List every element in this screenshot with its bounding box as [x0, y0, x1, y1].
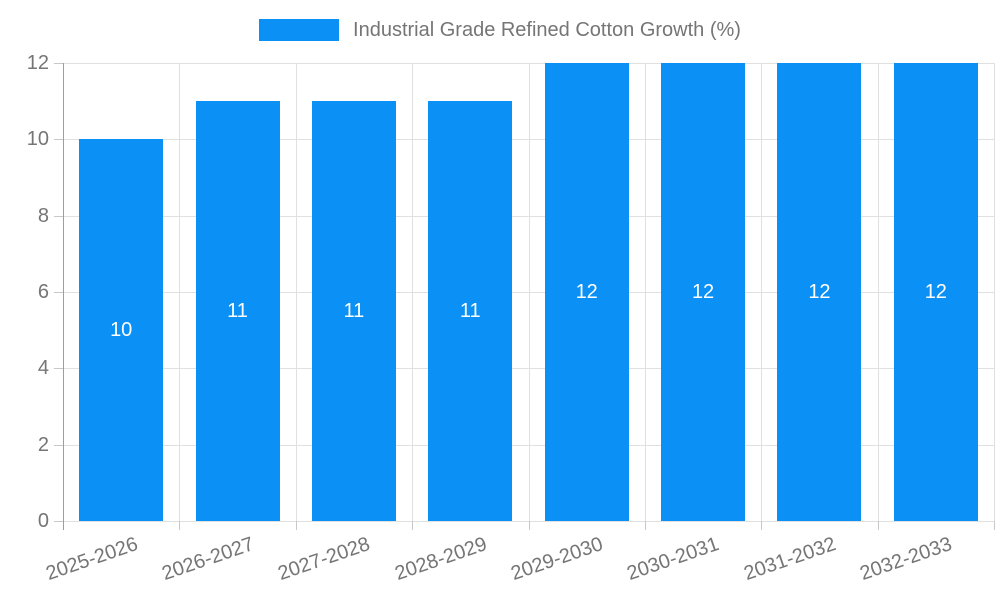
- bar-2029-2030[interactable]: 12: [544, 63, 629, 521]
- gridline-vertical: [994, 63, 995, 521]
- y-tick-mark: [54, 368, 63, 370]
- gridline-vertical: [528, 63, 530, 521]
- gridline-vertical: [644, 63, 646, 521]
- x-tick-label: 2027-2028: [275, 533, 374, 585]
- gridline-vertical: [412, 63, 414, 521]
- bar-2032-2033[interactable]: 12: [893, 63, 978, 521]
- x-axis-labels: 2025-2026 2026-2027 2027-2028 2028-2029 2029…: [43, 521, 994, 600]
- bar-value-label: 12: [924, 281, 947, 303]
- bar-value-label: 12: [691, 281, 715, 303]
- x-tick-mark: [179, 521, 181, 530]
- bar-value-label: 11: [459, 300, 481, 323]
- x-tick-mark: [644, 521, 646, 530]
- x-tick-mark: [877, 521, 879, 530]
- x-tick-mark: [412, 521, 414, 530]
- x-tick-label: 2025-2026: [42, 533, 141, 585]
- y-tick-label: 2: [37, 433, 49, 456]
- y-tick-label: 12: [26, 52, 49, 74]
- y-tick-label: 0: [37, 510, 49, 532]
- bar-value-label: 12: [575, 281, 598, 303]
- x-tick-label: 2031-2032: [740, 533, 839, 585]
- bar-2030-2031[interactable]: 12: [661, 63, 746, 521]
- plot-area: 10 11 11 11 12 12 12 12: [54, 63, 995, 530]
- bar-value-label: 10: [110, 319, 133, 342]
- x-tick-mark: [528, 521, 530, 530]
- y-axis-line: [63, 63, 64, 530]
- y-tick-label: 4: [37, 357, 49, 380]
- bar-2027-2028[interactable]: 11: [311, 101, 396, 521]
- x-tick-label: 2029-2030: [508, 533, 606, 585]
- x-tick-mark: [994, 521, 995, 530]
- x-tick-label: 2030-2031: [624, 533, 723, 585]
- y-tick-mark: [54, 444, 63, 446]
- y-tick-mark: [54, 139, 63, 141]
- legend-label: Industrial Grade Refined Cotton Growth (…: [353, 19, 741, 41]
- y-tick-mark: [54, 292, 63, 293]
- x-tick-mark: [761, 521, 763, 530]
- x-tick-label: 2026-2027: [159, 533, 257, 585]
- bar-2028-2029[interactable]: 11: [428, 101, 513, 521]
- x-tick-mark: [295, 521, 297, 530]
- bar-2025-2026[interactable]: 10: [79, 139, 164, 521]
- y-tick-label: 10: [26, 128, 49, 151]
- gridline-vertical: [761, 63, 763, 521]
- bar-value-label: 12: [808, 281, 831, 303]
- gridline-vertical: [179, 63, 181, 521]
- bar-value-label: 11: [227, 300, 248, 323]
- y-tick-label: 8: [37, 204, 49, 227]
- legend-swatch: [259, 19, 340, 41]
- gridline-vertical: [877, 63, 879, 521]
- y-tick-label: 6: [37, 281, 49, 303]
- x-tick-label: 2032-2033: [857, 533, 955, 585]
- bar-2026-2027[interactable]: 11: [195, 101, 280, 521]
- y-tick-mark: [54, 63, 63, 64]
- bar-value-label: 11: [343, 300, 365, 323]
- x-tick-label: 2028-2029: [391, 533, 490, 585]
- gridline-vertical: [295, 63, 297, 521]
- y-tick-mark: [54, 521, 63, 522]
- legend: Industrial Grade Refined Cotton Growth (…: [0, 18, 1000, 42]
- legend-item[interactable]: Industrial Grade Refined Cotton Growth (…: [259, 18, 741, 42]
- bar-2031-2032[interactable]: 12: [777, 63, 862, 521]
- y-axis-labels: 0 2 4 6 8 10 12: [0, 52, 49, 532]
- y-tick-mark: [54, 215, 63, 217]
